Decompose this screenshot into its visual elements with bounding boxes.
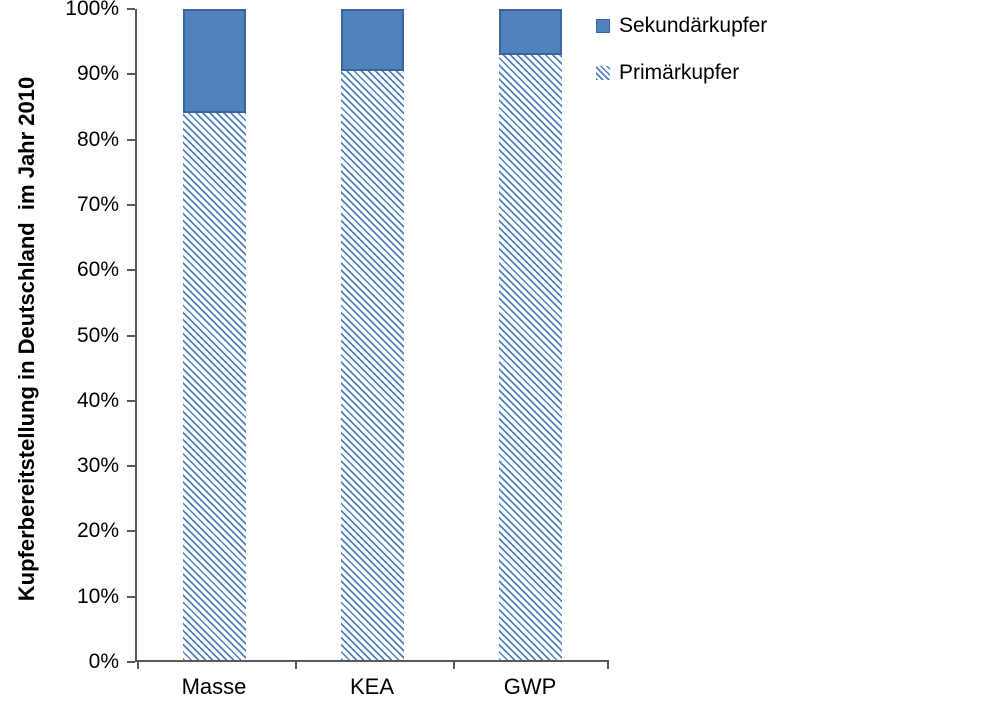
x-tick-mark — [137, 660, 139, 669]
bar-segment-primaerkupfer — [182, 113, 246, 660]
legend-label: Sekundärkupfer — [619, 14, 768, 37]
x-axis-label-masse: Masse — [181, 674, 247, 699]
bar-group-kea — [340, 9, 404, 660]
y-tick-label: 70% — [76, 192, 119, 216]
y-tick-mark — [127, 203, 135, 206]
y-tick-mark — [127, 334, 135, 337]
x-tick-mark — [607, 660, 609, 669]
y-tick-label: 0% — [88, 650, 119, 673]
bar-segment-sekundaerkupfer — [498, 9, 562, 55]
y-tick-mark — [127, 465, 135, 468]
solid-swatch-icon — [596, 19, 610, 33]
y-tick-mark — [127, 595, 135, 598]
y-tick-mark — [127, 399, 135, 402]
y-tick-mark — [127, 661, 135, 663]
plot-area — [127, 8, 609, 669]
legend-item: Sekundärkupfer — [596, 14, 767, 38]
x-tick-mark — [453, 660, 455, 669]
bar-group-masse — [182, 9, 246, 660]
y-tick-mark — [127, 530, 135, 533]
legend-label: Primärkupfer — [619, 61, 740, 84]
legend-item: Primärkupfer — [596, 61, 767, 85]
bar-group-gwp — [498, 9, 562, 660]
y-tick-label: 90% — [76, 62, 119, 86]
y-tick-label: 60% — [76, 258, 119, 282]
bar-segment-sekundaerkupfer — [340, 9, 404, 71]
y-tick-label: 10% — [76, 584, 119, 608]
y-tick-label: 40% — [76, 388, 119, 412]
y-tick-mark — [127, 269, 135, 272]
y-tick-label: 30% — [76, 454, 119, 478]
bar-segment-sekundaerkupfer — [182, 9, 246, 114]
x-axis-label-kea: KEA — [349, 674, 395, 699]
y-tick-mark — [127, 8, 135, 10]
y-tick-label: 20% — [76, 519, 119, 543]
hatch-swatch-icon — [596, 66, 610, 80]
bar-segment-primaerkupfer — [498, 54, 562, 660]
y-tick-label: 50% — [76, 323, 119, 347]
x-axis-label-gwp: GWP — [503, 674, 557, 699]
x-axis-labels: Masse KEA GWP — [135, 674, 609, 704]
y-tick-mark — [127, 73, 135, 76]
y-tick-label: 100% — [65, 0, 119, 20]
bar-segment-primaerkupfer — [340, 70, 404, 660]
y-tick-label: 80% — [76, 127, 119, 151]
x-tick-mark — [295, 660, 297, 669]
legend: Sekundärkupfer Primärkupfer — [596, 14, 767, 108]
y-tick-mark — [127, 138, 135, 141]
